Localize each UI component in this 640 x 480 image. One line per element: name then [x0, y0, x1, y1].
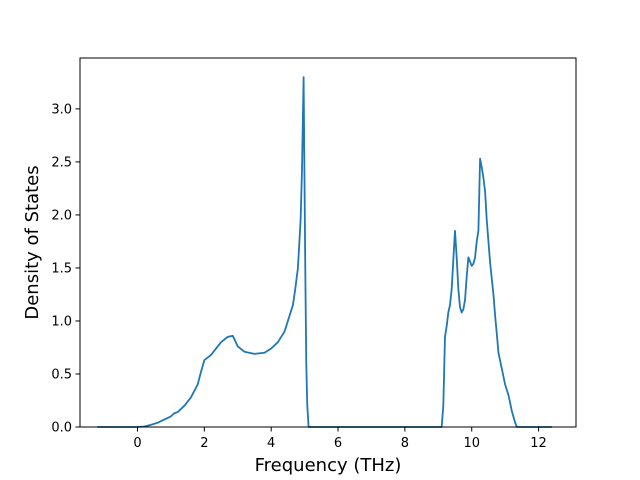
plot-area — [97, 76, 552, 428]
y-tick-label: 0.5 — [51, 367, 72, 382]
x-tick-label: 12 — [530, 436, 547, 451]
dos-series-line — [97, 76, 552, 428]
axes-frame — [79, 57, 577, 428]
x-tick-label: 6 — [334, 436, 342, 451]
y-tick-label: 2.5 — [51, 155, 72, 170]
x-axis-label: Frequency (THz) — [255, 455, 402, 476]
y-axis-label: Density of States — [22, 165, 43, 319]
y-axis: 0.0 0.5 1.0 1.5 2.0 2.5 3.0 — [51, 102, 80, 436]
y-tick-label: 3.0 — [51, 102, 72, 117]
y-tick-label: 1.5 — [51, 261, 72, 276]
y-tick-label: 0.0 — [51, 421, 72, 436]
y-tick-label: 1.0 — [51, 314, 72, 329]
x-tick-label: 10 — [463, 436, 480, 451]
x-axis: 0 2 4 6 8 10 12 — [133, 427, 547, 451]
x-tick-label: 8 — [401, 436, 409, 451]
x-tick-label: 0 — [133, 436, 141, 451]
x-tick-label: 4 — [267, 436, 275, 451]
y-tick-label: 2.0 — [51, 208, 72, 223]
x-tick-label: 2 — [200, 436, 208, 451]
